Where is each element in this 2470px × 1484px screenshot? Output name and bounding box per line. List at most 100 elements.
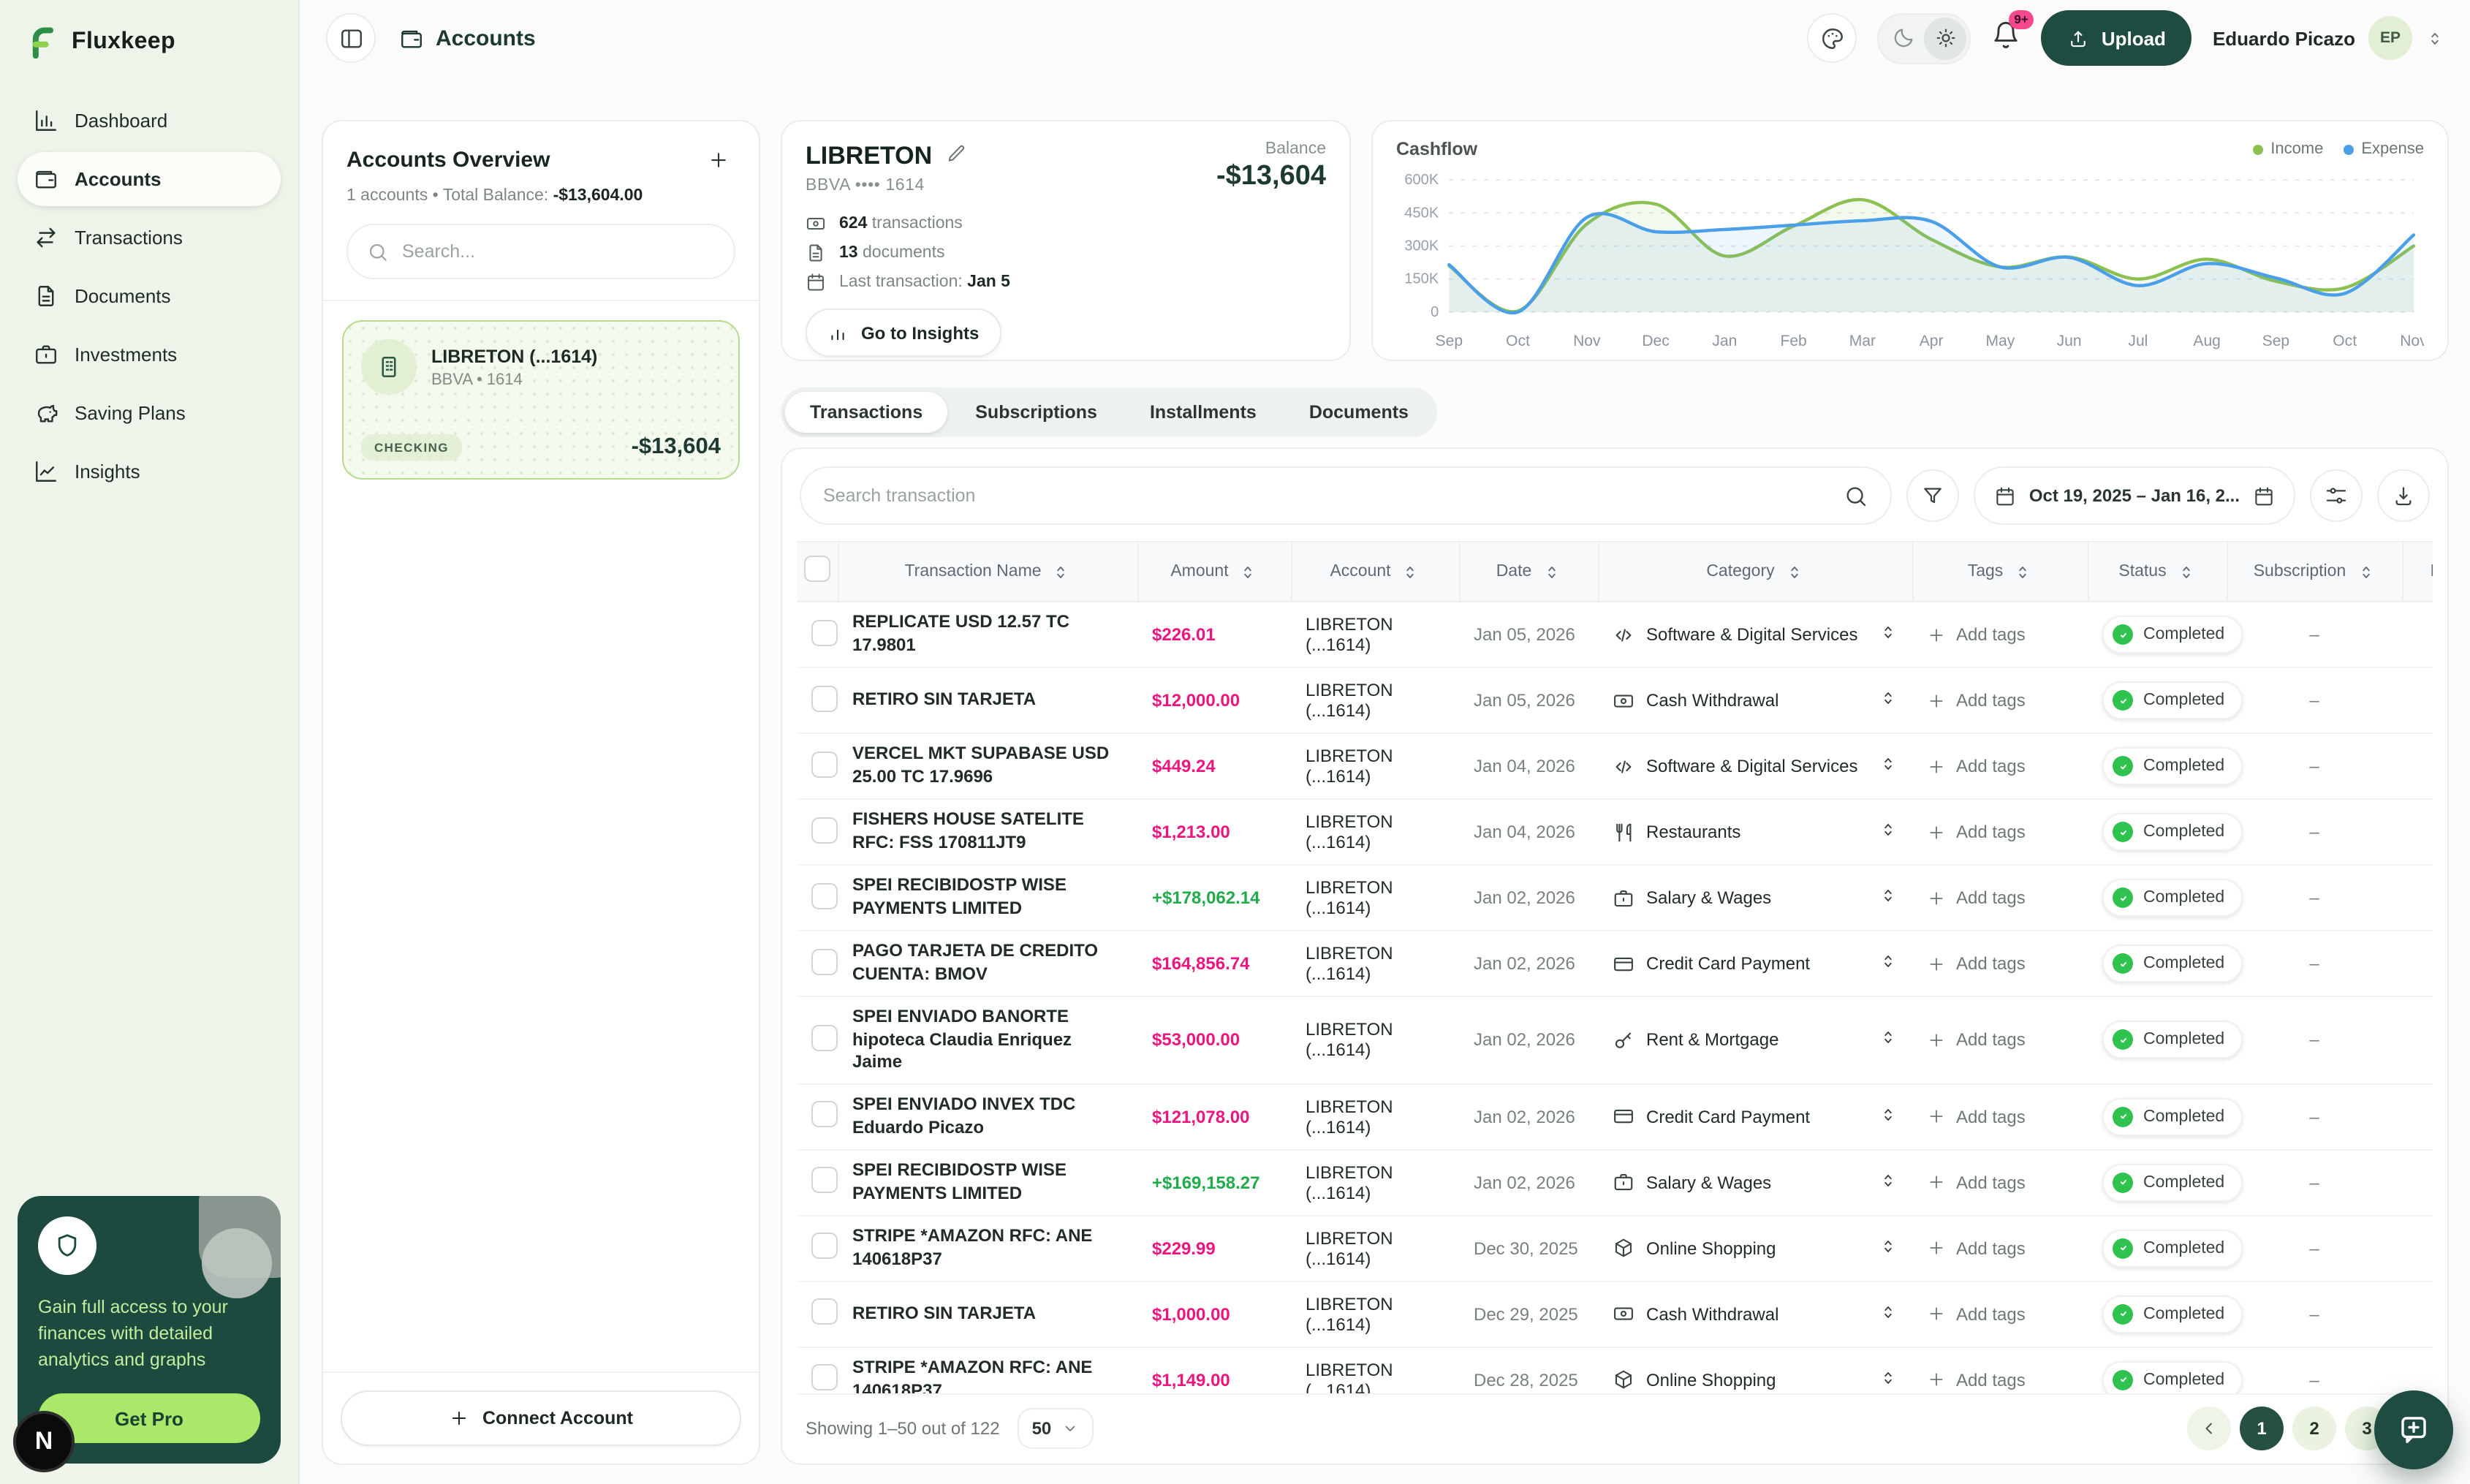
sidebar-item-dashboard[interactable]: Dashboard	[18, 94, 281, 148]
category-select[interactable]: Online Shopping	[1613, 1237, 1898, 1260]
status-badge[interactable]: Completed	[2102, 1097, 2243, 1136]
add-tags-button[interactable]: Add tags	[1927, 1304, 2073, 1325]
row-checkbox[interactable]	[811, 1298, 838, 1325]
page-button-2[interactable]: 2	[2292, 1407, 2336, 1450]
column-header-date[interactable]: Date	[1459, 542, 1599, 602]
row-checkbox[interactable]	[811, 882, 838, 909]
row-checkbox[interactable]	[811, 1364, 838, 1391]
dev-badge[interactable]: N	[13, 1411, 75, 1472]
category-select[interactable]: Software & Digital Services	[1613, 623, 1898, 646]
row-checkbox[interactable]	[811, 619, 838, 646]
add-tags-button[interactable]: Add tags	[1927, 1370, 2073, 1390]
sidebar-item-transactions[interactable]: Transactions	[18, 211, 281, 265]
user-menu[interactable]: Eduardo Picazo EP	[2213, 16, 2444, 60]
column-header-in[interactable]: In	[2402, 542, 2433, 602]
column-header-category[interactable]: Category	[1598, 542, 1913, 602]
sidebar-item-saving-plans[interactable]: Saving Plans	[18, 386, 281, 440]
transaction-row[interactable]: FISHERS HOUSE SATELITE RFC: FSS 170811JT…	[797, 799, 2433, 866]
category-select[interactable]: Software & Digital Services	[1613, 754, 1898, 778]
status-badge[interactable]: Completed	[2102, 1021, 2243, 1059]
status-badge[interactable]: Completed	[2102, 944, 2243, 983]
tab-subscriptions[interactable]: Subscriptions	[975, 402, 1097, 423]
category-select[interactable]: Cash Withdrawal	[1613, 689, 1898, 712]
select-all-checkbox[interactable]	[803, 555, 830, 581]
transaction-row[interactable]: STRIPE *AMAZON RFC: ANE 140618P37 $229.9…	[797, 1215, 2433, 1282]
sidebar-item-accounts[interactable]: Accounts	[18, 152, 281, 206]
add-tags-button[interactable]: Add tags	[1927, 887, 2073, 908]
filter-button[interactable]	[1906, 469, 1959, 522]
status-badge[interactable]: Completed	[2102, 1360, 2243, 1393]
row-checkbox[interactable]	[811, 751, 838, 777]
status-badge[interactable]: Completed	[2102, 1163, 2243, 1202]
status-badge[interactable]: Completed	[2102, 813, 2243, 851]
edit-account-button[interactable]	[945, 143, 966, 170]
tab-transactions[interactable]: Transactions	[785, 392, 948, 433]
sidebar-item-insights[interactable]: Insights	[18, 444, 281, 499]
transaction-search-input[interactable]: Search transaction	[800, 466, 1892, 525]
column-settings-button[interactable]	[2310, 469, 2363, 522]
category-select[interactable]: Salary & Wages	[1613, 1171, 1898, 1195]
category-select[interactable]: Rent & Mortgage	[1613, 1029, 1898, 1052]
accounts-search-input[interactable]: Search...	[346, 224, 735, 279]
transaction-row[interactable]: VERCEL MKT SUPABASE USD 25.00 TC 17.9696…	[797, 733, 2433, 800]
transaction-row[interactable]: RETIRO SIN TARJETA $1,000.00 LIBRETON (.…	[797, 1281, 2433, 1348]
row-checkbox[interactable]	[811, 685, 838, 711]
page-size-select[interactable]: 50	[1017, 1408, 1094, 1449]
status-badge[interactable]: Completed	[2102, 616, 2243, 654]
sidebar-toggle-button[interactable]	[326, 13, 376, 63]
row-checkbox[interactable]	[811, 1101, 838, 1128]
column-header-status[interactable]: Status	[2088, 542, 2227, 602]
add-tags-button[interactable]: Add tags	[1927, 690, 2073, 711]
add-tags-button[interactable]: Add tags	[1927, 1030, 2073, 1050]
feedback-chat-button[interactable]	[2374, 1390, 2453, 1469]
column-header-account[interactable]: Account	[1291, 542, 1460, 602]
category-select[interactable]: Credit Card Payment	[1613, 952, 1898, 975]
add-tags-button[interactable]: Add tags	[1927, 756, 2073, 776]
status-badge[interactable]: Completed	[2102, 1229, 2243, 1268]
row-checkbox[interactable]	[811, 1233, 838, 1260]
transaction-row[interactable]: SPEI RECIBIDOSTP WISE PAYMENTS LIMITED +…	[797, 1149, 2433, 1216]
category-select[interactable]: Cash Withdrawal	[1613, 1303, 1898, 1326]
status-badge[interactable]: Completed	[2102, 747, 2243, 785]
add-tags-button[interactable]: Add tags	[1927, 1173, 2073, 1193]
transaction-row[interactable]: PAGO TARJETA DE CREDITO CUENTA: BMOV $16…	[797, 931, 2433, 997]
go-to-insights-button[interactable]: Go to Insights	[806, 308, 1001, 357]
add-tags-button[interactable]: Add tags	[1927, 1107, 2073, 1127]
sidebar-item-investments[interactable]: Investments	[18, 328, 281, 382]
add-tags-button[interactable]: Add tags	[1927, 822, 2073, 842]
light-mode-button[interactable]	[1924, 17, 1967, 59]
row-checkbox[interactable]	[811, 1167, 838, 1194]
upload-button[interactable]: Upload	[2041, 10, 2192, 66]
status-badge[interactable]: Completed	[2102, 681, 2243, 719]
transaction-row[interactable]: SPEI ENVIADO BANORTE hipoteca Claudia En…	[797, 996, 2433, 1085]
add-account-button[interactable]	[700, 142, 735, 177]
tab-installments[interactable]: Installments	[1149, 402, 1257, 423]
category-select[interactable]: Online Shopping	[1613, 1368, 1898, 1392]
transaction-row[interactable]: SPEI ENVIADO INVEX TDC Eduardo Picazo $1…	[797, 1083, 2433, 1151]
column-header-tags[interactable]: Tags	[1912, 542, 2088, 602]
account-list-item[interactable]: LIBRETON (...1614) BBVA • 1614 CHECKING …	[342, 320, 740, 480]
connect-account-button[interactable]: Connect Account	[341, 1390, 741, 1446]
tab-documents[interactable]: Documents	[1308, 402, 1409, 423]
category-select[interactable]: Salary & Wages	[1613, 886, 1898, 909]
transaction-row[interactable]: STRIPE *AMAZON RFC: ANE 140618P37 $1,149…	[797, 1347, 2433, 1393]
notifications-button[interactable]: 9+	[1992, 10, 2034, 56]
add-tags-button[interactable]: Add tags	[1927, 624, 2073, 645]
transaction-row[interactable]: REPLICATE USD 12.57 TC 17.9801 $226.01 L…	[797, 602, 2433, 668]
column-header-subscription[interactable]: Subscription	[2227, 542, 2403, 602]
date-range-picker[interactable]: Oct 19, 2025 – Jan 16, 2...	[1973, 466, 2295, 525]
transaction-row[interactable]: SPEI RECIBIDOSTP WISE PAYMENTS LIMITED +…	[797, 865, 2433, 931]
dark-mode-button[interactable]	[1882, 17, 1925, 59]
brand-logo[interactable]: Fluxkeep	[18, 20, 281, 94]
transaction-row[interactable]: RETIRO SIN TARJETA $12,000.00 LIBRETON (…	[797, 667, 2433, 734]
add-tags-button[interactable]: Add tags	[1927, 1238, 2073, 1259]
sidebar-item-documents[interactable]: Documents	[18, 269, 281, 323]
appearance-button[interactable]	[1807, 13, 1857, 63]
row-checkbox[interactable]	[811, 1024, 838, 1051]
column-header-amount[interactable]: Amount	[1137, 542, 1292, 602]
row-checkbox[interactable]	[811, 817, 838, 843]
status-badge[interactable]: Completed	[2102, 1295, 2243, 1333]
get-pro-button[interactable]: Get Pro	[38, 1393, 260, 1443]
add-tags-button[interactable]: Add tags	[1927, 953, 2073, 974]
category-select[interactable]: Restaurants	[1613, 820, 1898, 844]
